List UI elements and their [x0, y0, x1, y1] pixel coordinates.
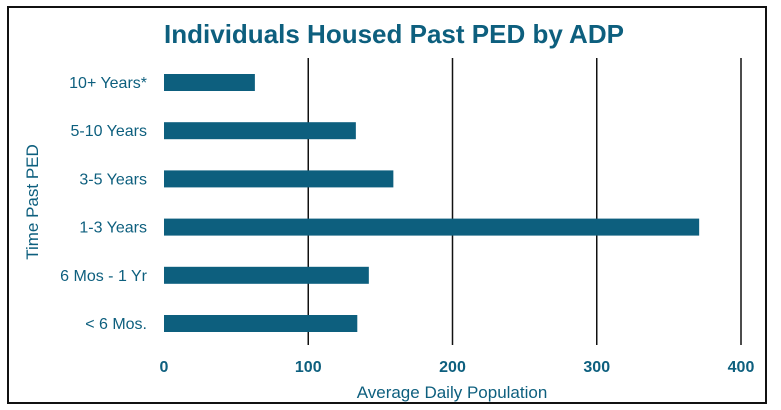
- bars: [164, 74, 700, 332]
- chart-title: Individuals Housed Past PED by ADP: [164, 19, 624, 49]
- y-axis-label: Time Past PED: [23, 144, 42, 260]
- bar: [164, 266, 369, 284]
- y-tick-label: < 6 Mos.: [85, 316, 147, 333]
- y-tick-label: 6 Mos - 1 Yr: [60, 268, 148, 285]
- y-tick-label: 5-10 Years: [70, 123, 147, 140]
- x-tick-label: 300: [583, 359, 610, 376]
- x-tick-label: 400: [728, 359, 755, 376]
- chart-frame: [7, 6, 767, 404]
- y-tick-label: 10+ Years*: [69, 75, 147, 92]
- bar: [164, 315, 358, 332]
- gridlines: [307, 58, 742, 345]
- bar: [164, 218, 700, 236]
- x-tick-label: 0: [160, 359, 169, 376]
- y-tick-label: 3-5 Years: [79, 171, 147, 188]
- x-tick-label: 200: [439, 359, 466, 376]
- bar: [164, 122, 356, 140]
- bar: [164, 170, 394, 188]
- x-tick-labels: 0 100 200 300 400: [160, 359, 755, 376]
- y-tick-label: 1-3 Years: [79, 220, 147, 237]
- bar: [164, 74, 255, 91]
- x-axis-label: Average Daily Population: [357, 383, 548, 402]
- y-tick-labels: 10+ Years* 5-10 Years 3-5 Years 1-3 Years 6 …: [60, 75, 148, 333]
- x-tick-label: 100: [295, 359, 322, 376]
